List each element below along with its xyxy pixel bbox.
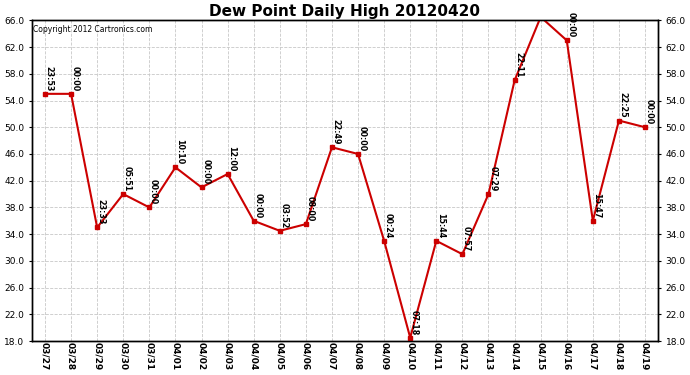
Text: 23:33: 23:33 (97, 200, 106, 225)
Text: 12:00: 12:00 (227, 146, 236, 171)
Text: 15:47: 15:47 (593, 193, 602, 218)
Text: 05:51: 05:51 (123, 166, 132, 191)
Text: 03:52: 03:52 (279, 202, 288, 228)
Text: 00:00: 00:00 (201, 159, 210, 184)
Text: 00:00: 00:00 (357, 126, 366, 151)
Title: Dew Point Daily High 20120420: Dew Point Daily High 20120420 (210, 4, 480, 19)
Text: 15:44: 15:44 (436, 213, 445, 238)
Text: 22:49: 22:49 (332, 119, 341, 144)
Text: 23:53: 23:53 (45, 66, 54, 91)
Text: 00:00: 00:00 (566, 12, 575, 38)
Text: 00:24: 00:24 (384, 213, 393, 238)
Text: Copyright 2012 Cartronics.com: Copyright 2012 Cartronics.com (33, 25, 152, 34)
Text: 22:25: 22:25 (619, 92, 628, 118)
Text: 16:06: 16:06 (0, 374, 1, 375)
Text: 00:00: 00:00 (644, 99, 653, 124)
Text: 00:00: 00:00 (71, 66, 80, 91)
Text: 07:57: 07:57 (462, 226, 471, 251)
Text: 07:29: 07:29 (488, 166, 497, 191)
Text: 08:00: 08:00 (306, 196, 315, 221)
Text: 00:00: 00:00 (149, 179, 158, 205)
Text: 00:00: 00:00 (253, 193, 262, 218)
Text: 22:11: 22:11 (514, 52, 523, 78)
Text: 10:10: 10:10 (175, 139, 184, 165)
Text: 07:18: 07:18 (410, 310, 419, 335)
